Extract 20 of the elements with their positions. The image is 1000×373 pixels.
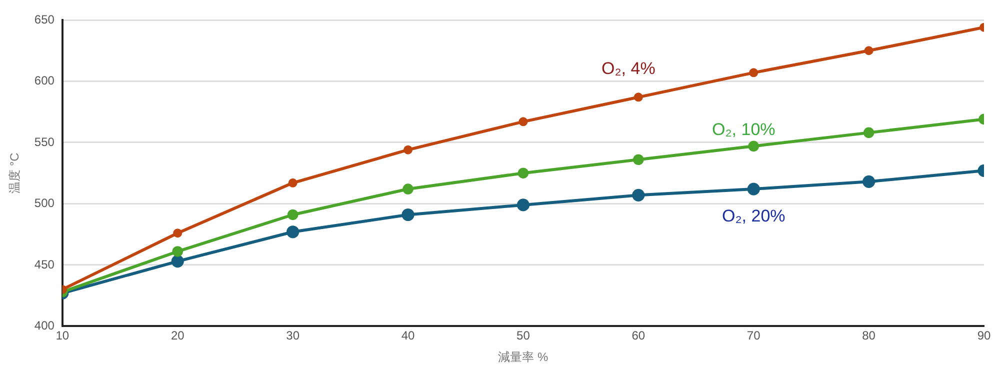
series-label: O₂, 20% [722, 206, 786, 226]
x-tick-label: 10 [56, 328, 70, 343]
y-tick-label: 450 [34, 257, 55, 272]
series-label: O₂, 10% [712, 120, 776, 139]
x-tick-label: 20 [170, 328, 185, 343]
x-tick-label: 50 [516, 328, 530, 343]
y-tick-label: 600 [34, 74, 55, 88]
y-tick-label: 550 [34, 134, 55, 149]
x-tick-label: 40 [401, 328, 416, 343]
x-tick-label: 80 [862, 328, 876, 343]
x-tick-label: 70 [746, 328, 761, 343]
x-tick-label: 60 [632, 328, 646, 343]
x-tick-label: 90 [977, 328, 991, 343]
y-axis-title: 温度 °C [8, 152, 22, 194]
y-tick-label: 500 [34, 196, 55, 210]
y-tick-label: 650 [34, 12, 55, 26]
x-tick-label: 30 [286, 328, 300, 343]
x-axis-title: 減量率 % [498, 350, 549, 364]
y-tick-label: 400 [34, 318, 55, 333]
series-label: O₂, 4% [601, 58, 656, 78]
